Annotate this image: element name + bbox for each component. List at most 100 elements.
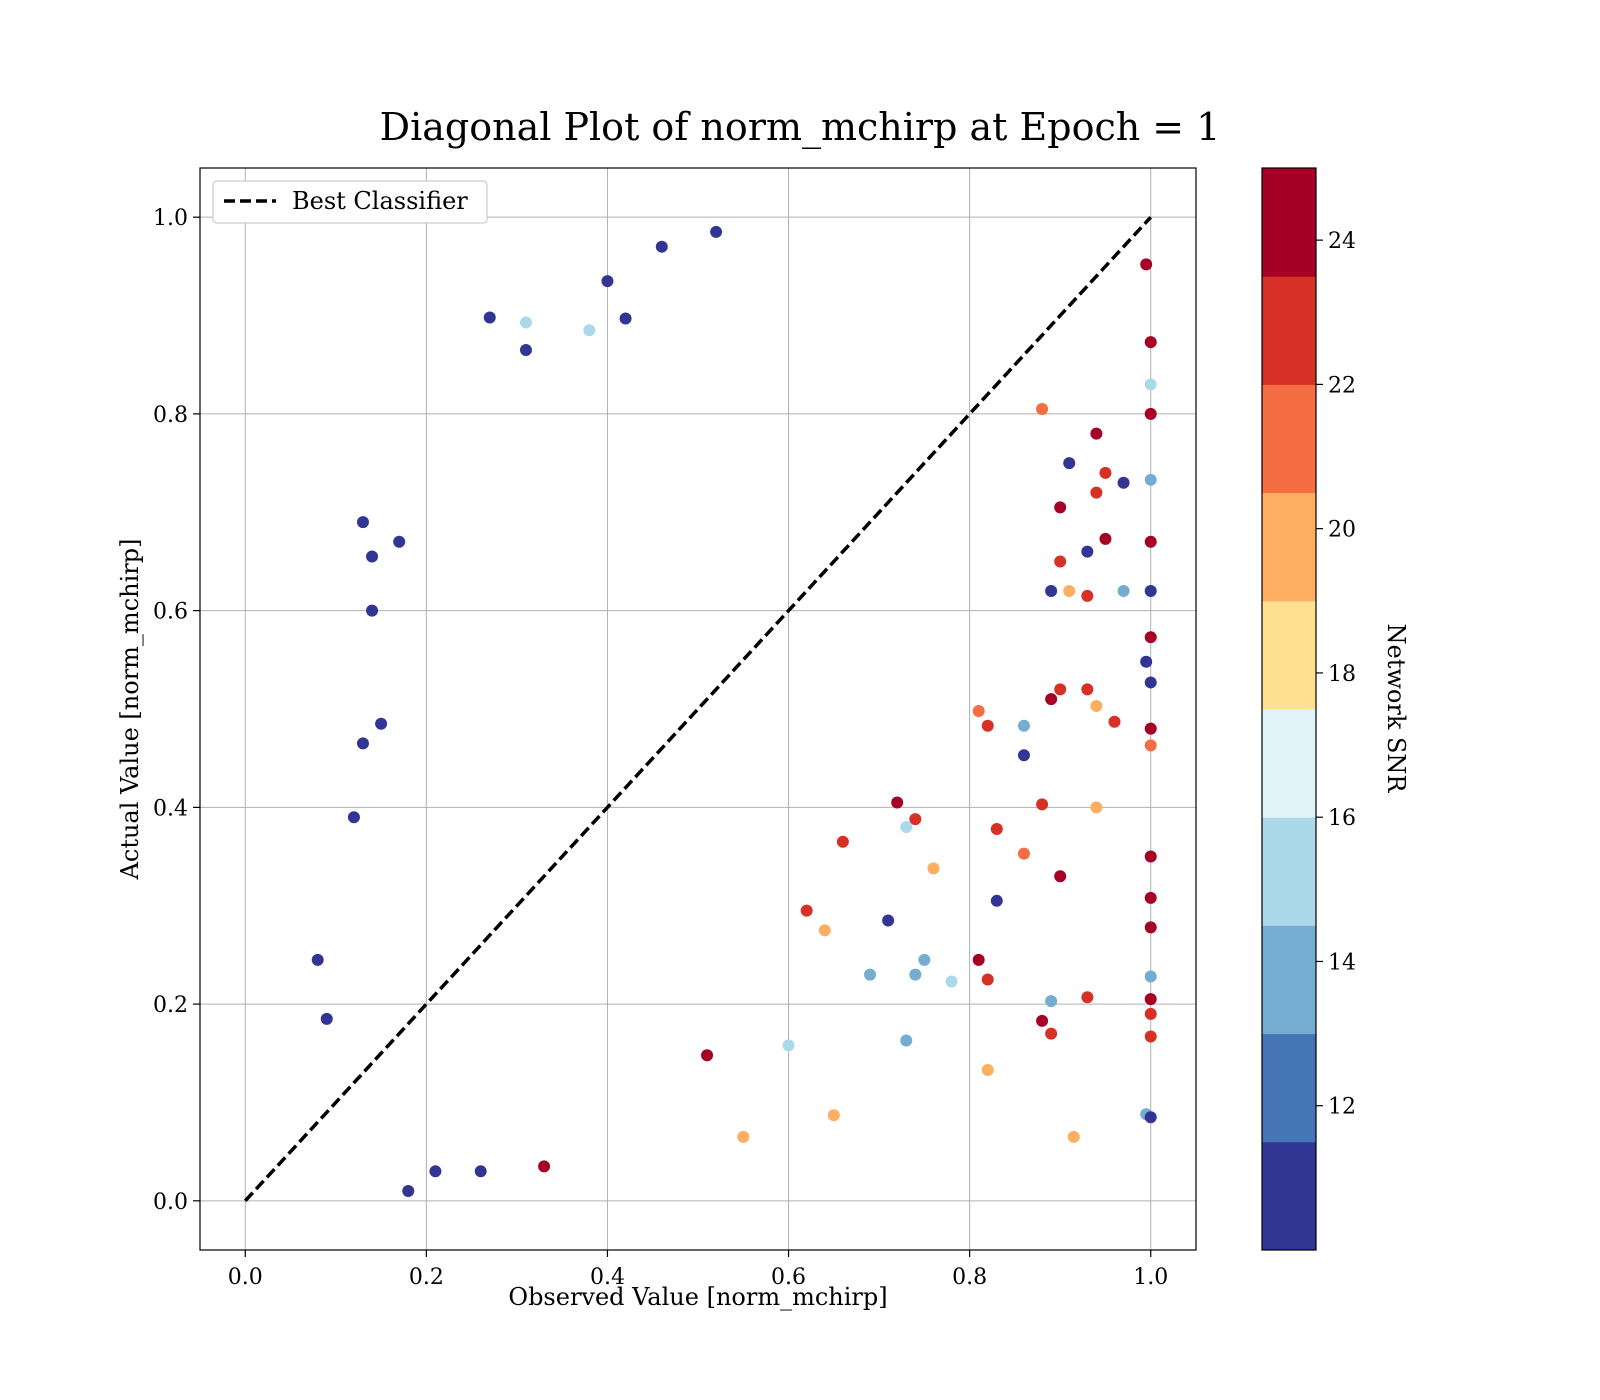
x-tick-label: 0.6 bbox=[771, 1265, 806, 1290]
data-point bbox=[891, 796, 904, 809]
colorbar-tick-label: 18 bbox=[1328, 662, 1356, 687]
data-point bbox=[1081, 545, 1094, 558]
colorbar-tick-label: 12 bbox=[1328, 1095, 1356, 1120]
data-point bbox=[1144, 722, 1157, 735]
colorbar-tick-label: 24 bbox=[1328, 229, 1356, 254]
colorbar-tick-label: 14 bbox=[1328, 950, 1356, 975]
data-point bbox=[375, 717, 388, 730]
data-point bbox=[900, 1034, 913, 1047]
y-tick-label: 0.2 bbox=[153, 993, 188, 1018]
data-point bbox=[1144, 850, 1157, 863]
data-point bbox=[1144, 993, 1157, 1006]
colorbar-segment bbox=[1262, 709, 1316, 818]
data-point bbox=[990, 823, 1003, 836]
data-point bbox=[1140, 258, 1153, 271]
colorbar-tick-label: 20 bbox=[1328, 518, 1356, 543]
legend: Best Classifier bbox=[212, 180, 488, 224]
data-point bbox=[909, 813, 922, 826]
legend-entry-best-classifier: Best Classifier bbox=[292, 187, 468, 215]
colorbar-tick-label: 16 bbox=[1328, 806, 1356, 831]
data-point bbox=[1144, 1007, 1157, 1020]
data-point bbox=[1144, 584, 1157, 597]
colorbar-segment bbox=[1262, 1033, 1316, 1143]
data-point bbox=[483, 311, 496, 324]
data-point bbox=[981, 1063, 994, 1076]
data-point bbox=[1144, 535, 1157, 548]
data-point bbox=[619, 312, 632, 325]
data-point bbox=[900, 821, 913, 834]
data-point bbox=[1090, 801, 1103, 814]
x-tick-label: 1.0 bbox=[1133, 1265, 1168, 1290]
data-point bbox=[1117, 584, 1130, 597]
x-tick-label: 0.8 bbox=[952, 1265, 987, 1290]
data-point bbox=[655, 240, 668, 253]
data-point bbox=[981, 973, 994, 986]
data-point bbox=[519, 343, 532, 356]
colorbar-segment bbox=[1262, 492, 1316, 602]
data-point bbox=[1144, 473, 1157, 486]
data-point bbox=[311, 953, 324, 966]
data-point bbox=[1045, 693, 1058, 706]
data-point bbox=[1036, 1014, 1049, 1027]
data-point bbox=[818, 924, 831, 937]
best-classifier-line-path bbox=[243, 215, 1153, 1203]
best-classifier-line bbox=[243, 215, 1153, 1203]
data-point bbox=[710, 225, 723, 238]
data-point bbox=[1067, 1130, 1080, 1143]
y-axis-ticks: 0.0 0.2 0.4 0.6 0.8 1.0 bbox=[153, 206, 200, 1215]
x-tick-label: 0.4 bbox=[590, 1265, 625, 1290]
data-point bbox=[1144, 970, 1157, 983]
y-tick-label: 0.4 bbox=[153, 796, 188, 821]
data-point bbox=[538, 1160, 551, 1173]
data-point bbox=[1117, 476, 1130, 489]
data-point bbox=[1054, 683, 1067, 696]
data-point bbox=[1144, 631, 1157, 644]
data-point bbox=[1054, 555, 1067, 568]
data-point bbox=[429, 1165, 442, 1178]
data-point bbox=[1081, 683, 1094, 696]
scatter-points bbox=[311, 225, 1157, 1197]
data-point bbox=[366, 604, 379, 617]
data-point bbox=[1144, 407, 1157, 420]
data-point bbox=[1144, 891, 1157, 904]
data-point bbox=[1144, 1111, 1157, 1124]
data-point bbox=[1054, 501, 1067, 514]
data-point bbox=[366, 550, 379, 563]
data-point bbox=[701, 1049, 714, 1062]
data-point bbox=[909, 968, 922, 981]
data-point bbox=[1036, 402, 1049, 415]
data-point bbox=[1017, 719, 1030, 732]
data-point bbox=[1017, 847, 1030, 860]
data-point bbox=[393, 535, 406, 548]
data-point bbox=[519, 316, 532, 329]
chart-title: Diagonal Plot of norm_mchirp at Epoch = … bbox=[380, 105, 1221, 150]
data-point bbox=[990, 894, 1003, 907]
x-tick-label: 0.0 bbox=[228, 1265, 263, 1290]
colorbar-segment bbox=[1262, 276, 1316, 385]
data-point bbox=[945, 975, 958, 988]
colorbar-frame bbox=[1261, 167, 1317, 1251]
colorbar-segment bbox=[1262, 600, 1316, 710]
data-point bbox=[601, 275, 614, 288]
colorbar-tick-label: 22 bbox=[1328, 373, 1356, 398]
colorbar-segment bbox=[1262, 925, 1316, 1035]
colorbar-segment bbox=[1262, 1141, 1316, 1251]
data-point bbox=[782, 1039, 795, 1052]
x-axis-ticks: 0.0 0.2 0.4 0.6 0.8 1.0 bbox=[228, 1250, 1168, 1290]
data-point bbox=[1090, 427, 1103, 440]
data-point bbox=[1144, 1030, 1157, 1043]
data-point bbox=[918, 953, 931, 966]
colorbar: 12 14 16 18 20 22 24 bbox=[1261, 167, 1356, 1251]
y-tick-label: 0.6 bbox=[153, 600, 188, 625]
data-point bbox=[1140, 655, 1153, 668]
data-point bbox=[320, 1012, 333, 1025]
colorbar-segment bbox=[1262, 817, 1316, 926]
data-point bbox=[1099, 532, 1112, 545]
data-point bbox=[827, 1109, 840, 1122]
data-point bbox=[1081, 991, 1094, 1004]
data-point bbox=[981, 719, 994, 732]
data-point bbox=[402, 1184, 415, 1197]
data-point bbox=[1108, 715, 1121, 728]
data-point bbox=[474, 1165, 487, 1178]
data-point bbox=[972, 953, 985, 966]
